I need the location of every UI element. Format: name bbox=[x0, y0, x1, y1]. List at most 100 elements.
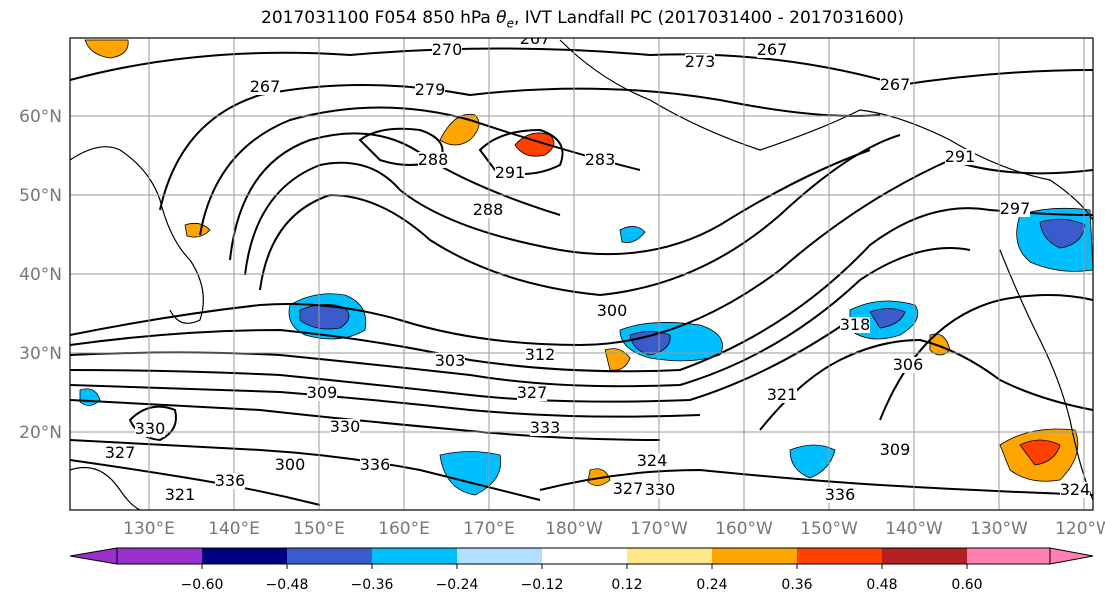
lon-label: 170°E bbox=[463, 519, 515, 539]
contour-label: 309 bbox=[880, 440, 911, 459]
contour-label-bg bbox=[495, 165, 525, 181]
colorbar-segment bbox=[372, 548, 457, 564]
contour-label: 267 bbox=[880, 75, 911, 94]
latitude-labels: 60°N 50°N 40°N 30°N 20°N bbox=[19, 107, 62, 443]
colorbar-segment bbox=[797, 548, 882, 564]
contour-label-bg bbox=[415, 82, 445, 98]
shade-south-blue bbox=[789, 444, 836, 479]
lon-label: 160°E bbox=[378, 519, 430, 539]
contour-label: 291 bbox=[945, 147, 976, 166]
colorbar-tick-label: 0.60 bbox=[951, 577, 982, 593]
longitude-labels: 130°E 140°E 150°E 160°E 170°E 180°W 170°W 160°W… bbox=[123, 519, 1105, 539]
colorbar-segment bbox=[287, 548, 372, 564]
shade-se-red bbox=[1019, 439, 1061, 466]
contour-label-bg bbox=[757, 42, 787, 58]
contour-label-bg bbox=[165, 487, 195, 503]
shade-gulf-orange bbox=[439, 113, 480, 146]
lon-label: 150°E bbox=[293, 519, 345, 539]
contour-label-bg bbox=[825, 487, 855, 503]
contour-label-bg bbox=[597, 303, 627, 319]
shade-south-orange1 bbox=[604, 348, 631, 371]
contour-label: 318 bbox=[840, 315, 871, 334]
contour-label-bg bbox=[432, 42, 462, 58]
contour-label-bg bbox=[307, 385, 337, 401]
colorbar-tick-label: −0.12 bbox=[521, 577, 564, 593]
contour-label-bg bbox=[945, 149, 975, 165]
contour-label: 300 bbox=[597, 301, 628, 320]
contour-label-bg bbox=[767, 387, 797, 403]
contour-label-bg bbox=[637, 453, 667, 469]
contour-label-bg bbox=[275, 457, 305, 473]
contour-label: 306 bbox=[893, 355, 924, 374]
colorbar-tick-label: −0.36 bbox=[351, 577, 394, 593]
colorbar-tick-label: 0.36 bbox=[781, 577, 812, 593]
lon-label: 120°W bbox=[1055, 519, 1105, 539]
contour-label: 321 bbox=[767, 385, 798, 404]
theta-symbol: θ bbox=[496, 8, 507, 28]
contour-label: 267 bbox=[250, 77, 281, 96]
title-suffix: , IVT Landfall PC (2017031400 - 20170316… bbox=[513, 8, 904, 28]
contour-labels: 267 270 273 267 267 267 279 288 291 288 291 283 297 3… bbox=[105, 29, 1091, 504]
colorbar-tick-label: −0.60 bbox=[181, 577, 224, 593]
contour-label: 288 bbox=[418, 150, 449, 169]
colorbar-segment bbox=[542, 548, 627, 564]
lon-label: 130°W bbox=[970, 519, 1028, 539]
contour-label: 288 bbox=[473, 200, 504, 219]
contour-label-bg bbox=[893, 357, 923, 373]
contour-label-bg bbox=[435, 353, 465, 369]
contour-label-bg bbox=[1060, 482, 1090, 498]
contour-label: 300 bbox=[275, 455, 306, 474]
contour-label-bg bbox=[250, 79, 280, 95]
lon-label: 180°W bbox=[545, 519, 603, 539]
shade-small-orange bbox=[184, 222, 211, 238]
contour-label-bg bbox=[880, 442, 910, 458]
contour-label-bg bbox=[105, 445, 135, 461]
shade-sw-blue bbox=[439, 451, 502, 496]
colorbar bbox=[69, 547, 1094, 565]
contour-label: 291 bbox=[495, 163, 526, 182]
lon-label: 160°W bbox=[715, 519, 773, 539]
shade-topleft-orange bbox=[84, 39, 129, 59]
colorbar-segment bbox=[202, 548, 287, 564]
contour-label: 327 bbox=[517, 383, 548, 402]
title-prefix: 2017031100 F054 850 hPa bbox=[261, 8, 497, 28]
lon-label: 150°W bbox=[800, 519, 858, 539]
contour-label: 270 bbox=[432, 40, 463, 59]
contour-label-bg bbox=[1000, 201, 1030, 217]
theta-subscript: e bbox=[506, 16, 514, 31]
contour-label: 336 bbox=[825, 485, 856, 504]
colorbar-upper-extend bbox=[1049, 547, 1094, 565]
contour-label-bg bbox=[520, 38, 550, 47]
contour-label: 330 bbox=[645, 480, 676, 499]
contour-label-bg bbox=[215, 473, 245, 489]
contour-label: 336 bbox=[215, 471, 246, 490]
contour-label: 330 bbox=[330, 417, 361, 436]
contour-label: 273 bbox=[685, 52, 716, 71]
lat-label: 20°N bbox=[19, 423, 62, 443]
colorbar-segment bbox=[712, 548, 797, 564]
colorbar-tick-label: 0.48 bbox=[866, 577, 897, 593]
shade-east-darkblue bbox=[869, 308, 906, 329]
contour-label-bg bbox=[840, 317, 870, 333]
colorbar-lower-extend bbox=[69, 547, 118, 565]
coastlines bbox=[70, 39, 1093, 510]
colorbar-tick-label: −0.24 bbox=[436, 577, 479, 593]
contour-label-bg bbox=[880, 77, 910, 93]
shade-ne-darkblue bbox=[1039, 218, 1086, 249]
contour-label: 330 bbox=[135, 419, 166, 438]
map-frame bbox=[69, 37, 1094, 511]
contour-label: 324 bbox=[637, 451, 668, 470]
gridlines bbox=[70, 38, 1093, 510]
contour-label-bg bbox=[613, 481, 643, 497]
contour-label: 324 bbox=[1060, 480, 1091, 499]
map-title: 2017031100 F054 850 hPa θe, IVT Landfall… bbox=[0, 8, 1105, 30]
colorbar-segment bbox=[117, 548, 202, 564]
contour-label: 321 bbox=[165, 485, 196, 504]
contour-label: 267 bbox=[520, 29, 551, 48]
contour-label: 312 bbox=[525, 345, 556, 364]
lat-label: 30°N bbox=[19, 344, 62, 364]
colorbar-outline bbox=[116, 547, 1051, 565]
colorbar-segment bbox=[627, 548, 712, 564]
contour-label-bg bbox=[330, 419, 360, 435]
colorbar-segment bbox=[882, 548, 967, 564]
